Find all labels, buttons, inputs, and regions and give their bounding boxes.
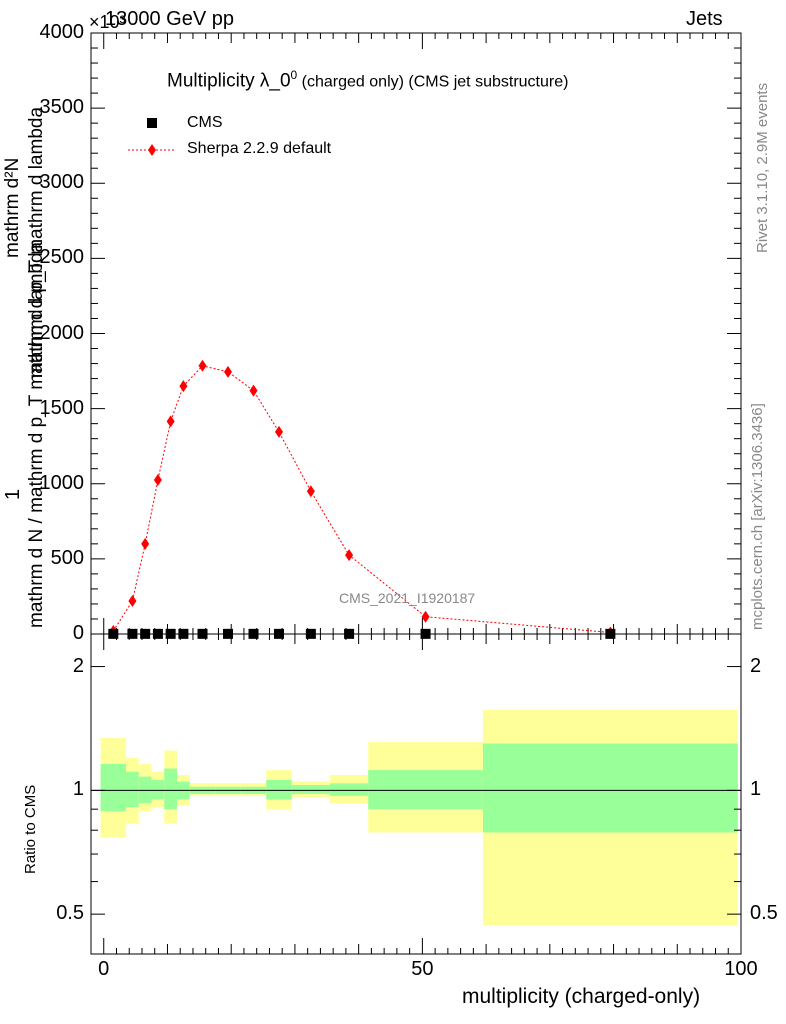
data-point	[605, 628, 616, 639]
ratio-ytick-label-right: 0.5	[750, 902, 778, 925]
main-ytick-label: 3500	[39, 96, 85, 119]
main-ytick-label: 2000	[39, 321, 85, 344]
data-point	[152, 628, 163, 639]
legend-title: Multiplicity λ_00 (charged only) (CMS je…	[167, 68, 568, 92]
data-point	[127, 628, 138, 639]
analysis-watermark: CMS_2021_I1920187	[339, 590, 476, 606]
main-ytick-label: 0	[72, 622, 84, 644]
mcplots-label: mcplots.cern.ch [arXiv:1306.3436]	[749, 403, 766, 630]
mc-point	[421, 610, 430, 623]
main-ytick-label: 2500	[39, 246, 85, 269]
data-point	[344, 628, 355, 639]
x-tick-label: 0	[98, 958, 110, 980]
ratio-inner-band	[266, 779, 292, 800]
ratio-inner-band	[329, 783, 369, 796]
ratio-inner-band	[100, 763, 127, 812]
main-ytick-label: 1000	[39, 471, 85, 494]
data-point	[178, 628, 189, 639]
ratio-ytick-label-left: 0.5	[56, 902, 84, 925]
rivet-label: Rivet 3.1.10, 2.9M events	[754, 82, 771, 253]
axis-ticks	[91, 32, 742, 954]
ratio-inner-band	[126, 771, 139, 808]
mc-point	[274, 425, 283, 438]
mc-point	[345, 549, 354, 562]
data-point	[305, 628, 316, 639]
ratio-inner-band	[151, 779, 165, 800]
mc-point	[179, 380, 188, 393]
y-axis-main-numerator: 1	[2, 488, 24, 500]
x-tick-label: 100	[724, 958, 758, 980]
mc-point	[166, 415, 175, 428]
data-point	[273, 628, 284, 639]
ratio-inner-band	[368, 770, 483, 810]
legend-title-rest: (charged only) (CMS jet substructure)	[297, 73, 569, 91]
x-axis-label: multiplicity (charged-only)	[462, 985, 701, 1008]
energy-label: 13000 GeV pp	[105, 8, 234, 30]
ratio-axis-label: Ratio to CMS	[22, 784, 39, 874]
legend-title-main: Multiplicity λ_0	[167, 70, 291, 92]
mc-point	[198, 359, 207, 372]
data-series	[108, 628, 616, 639]
ratio-inner-band	[164, 768, 178, 810]
ratio-ytick-label-right: 2	[750, 654, 762, 677]
data-point	[165, 628, 176, 639]
ratio-ytick-label-left: 2	[72, 654, 84, 677]
main-ytick-label: 4000	[39, 21, 85, 43]
mc-point	[141, 537, 150, 550]
main-ytick-label: 500	[50, 546, 84, 569]
legend-mc-marker	[148, 144, 156, 156]
main-ytick-label: 1500	[39, 396, 85, 419]
mc-point	[306, 485, 315, 498]
mc-line	[112, 365, 611, 633]
x-tick-label: 50	[411, 958, 434, 980]
ratio-inner-band	[482, 743, 738, 833]
ratio-bands	[91, 709, 741, 926]
mc-point	[249, 384, 258, 397]
process-label: Jets	[686, 8, 723, 30]
mc-point	[224, 365, 233, 378]
data-point	[108, 628, 119, 639]
mc-point	[153, 473, 162, 486]
ratio-frame	[90, 633, 742, 955]
legend-cms-marker	[147, 118, 157, 128]
ratio-ytick-label-left: 1	[72, 778, 84, 801]
y-axis-main-d2n: mathrm d²N	[2, 157, 23, 258]
exponent-label: ×10³	[89, 12, 126, 32]
data-point	[248, 628, 259, 639]
data-point	[223, 628, 234, 639]
ratio-inner-band	[291, 785, 330, 794]
legend-title-sup: 0	[290, 68, 298, 82]
data-point	[140, 628, 151, 639]
ratio-ytick-label-right: 1	[750, 778, 762, 801]
legend-entry-sherpa: Sherpa 2.2.9 default	[187, 140, 332, 157]
data-point	[420, 628, 431, 639]
data-point	[197, 628, 208, 639]
legend-entry-cms: CMS	[187, 114, 223, 131]
main-ytick-label: 3000	[39, 171, 85, 194]
mc-point	[128, 594, 137, 607]
